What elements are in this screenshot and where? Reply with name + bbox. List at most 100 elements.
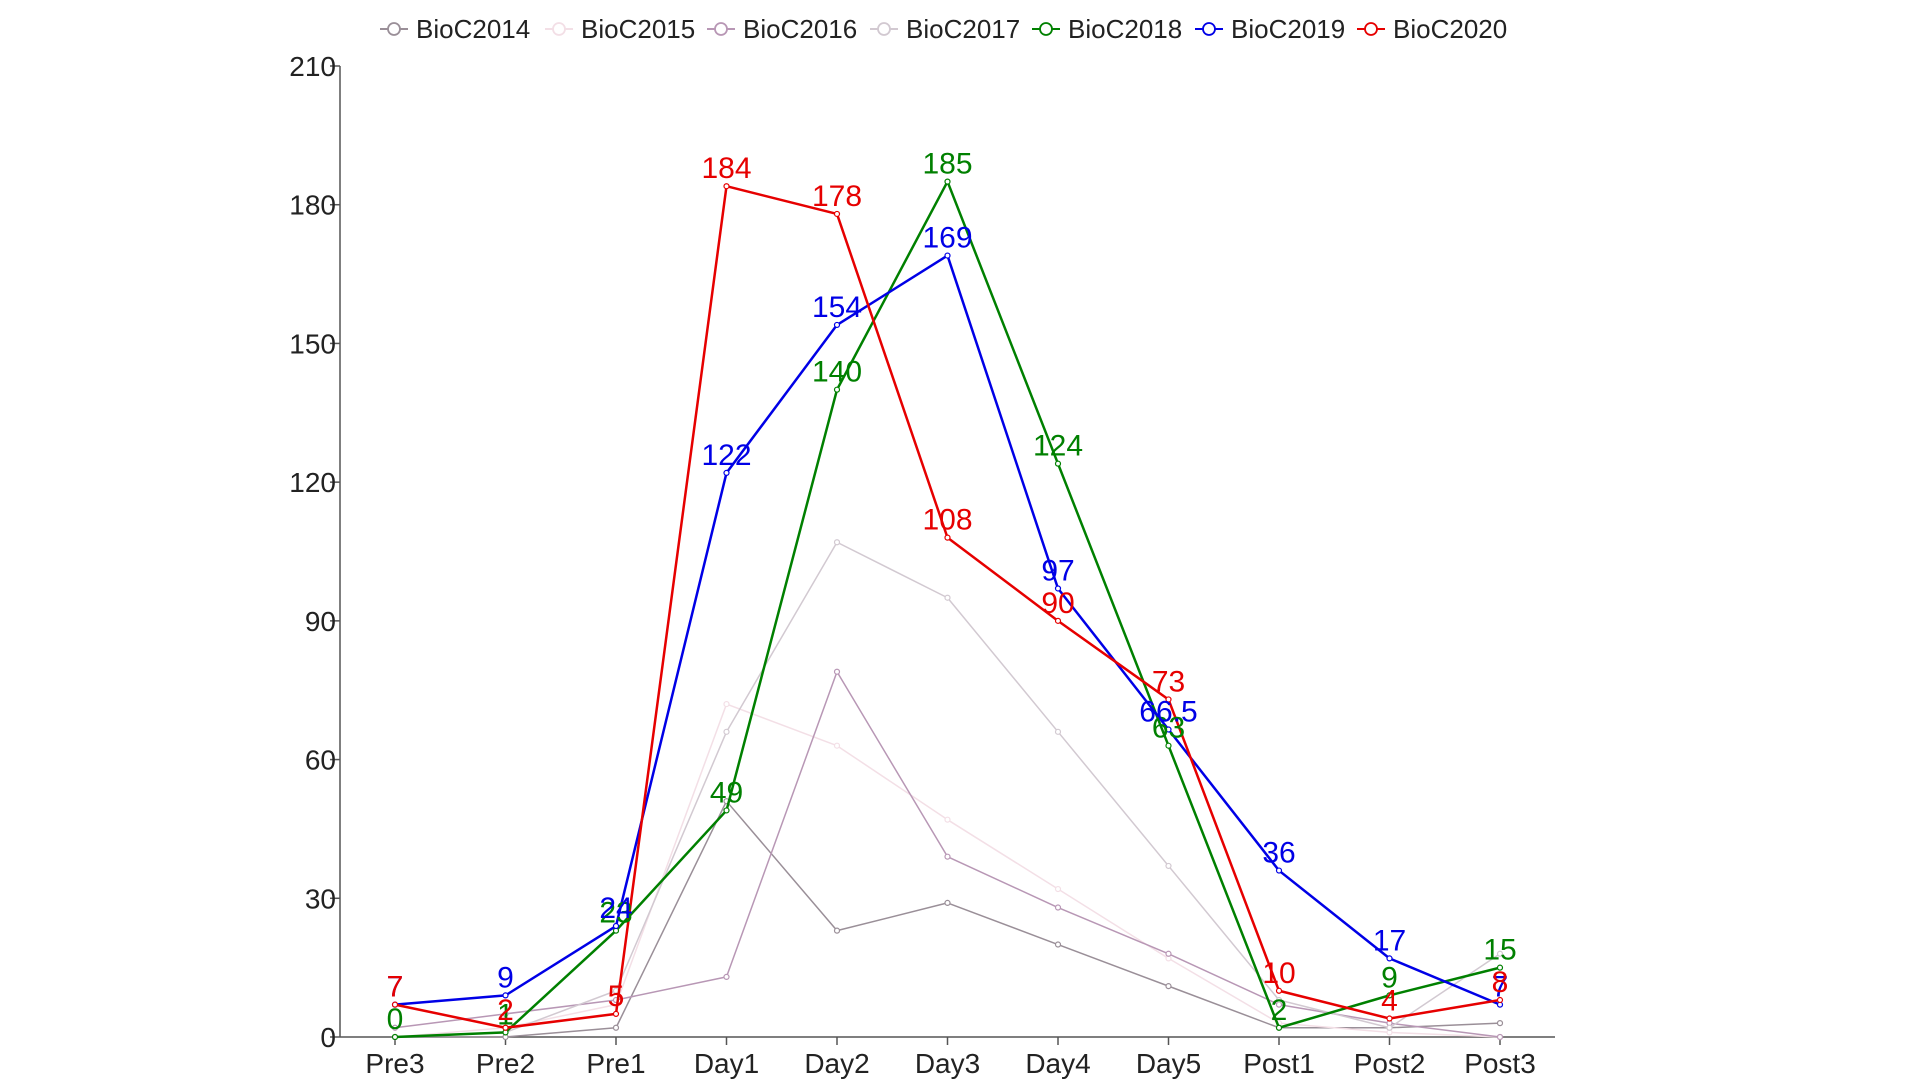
data-point xyxy=(1054,617,1062,624)
x-tick-label: Day2 xyxy=(804,1048,869,1079)
legend-item-bioc2018: BioC2018 xyxy=(1032,14,1182,44)
legend-marker-icon xyxy=(387,22,401,36)
series-layer xyxy=(391,178,1504,1041)
y-tick-label: 90 xyxy=(305,606,336,637)
data-point xyxy=(1054,460,1062,467)
data-label: 36 xyxy=(1262,837,1295,870)
x-tick-label: Post2 xyxy=(1354,1048,1426,1079)
data-point xyxy=(1275,1024,1283,1031)
data-label: 8 xyxy=(1492,966,1509,999)
legend-marker-icon xyxy=(714,22,728,36)
data-label: 23 xyxy=(599,897,632,930)
data-point xyxy=(1165,726,1172,733)
data-point xyxy=(1275,987,1283,994)
data-label: 184 xyxy=(701,152,751,185)
data-label: 178 xyxy=(812,180,862,213)
data-label: 2 xyxy=(1271,994,1288,1027)
y-tick-label: 30 xyxy=(305,883,336,914)
y-axis: 0 30 60 90 120 150 180 210 xyxy=(289,51,341,1053)
data-label: 140 xyxy=(812,356,862,389)
data-point xyxy=(723,700,730,708)
data-point xyxy=(833,927,841,934)
data-point xyxy=(944,816,951,823)
data-label: 4 xyxy=(1381,985,1398,1018)
y-tick-label: 180 xyxy=(289,190,336,221)
data-point xyxy=(833,742,841,749)
data-label: 7 xyxy=(387,971,404,1004)
data-label: 97 xyxy=(1041,554,1074,587)
data-point xyxy=(723,807,730,814)
legend-label: BioC2017 xyxy=(906,14,1020,44)
x-tick-label: Day3 xyxy=(915,1048,980,1079)
series-bioc2015 xyxy=(391,700,1504,1041)
data-point xyxy=(391,1024,399,1031)
data-point xyxy=(723,469,730,476)
legend-marker-icon xyxy=(1364,22,1378,36)
y-tick-label: 120 xyxy=(289,467,336,498)
legend-item-bioc2020: BioC2020 xyxy=(1357,14,1507,44)
data-point xyxy=(723,728,730,735)
data-label: 24 xyxy=(599,892,632,925)
legend: BioC2014 BioC2015 BioC2016 BioC2017 BioC2018… xyxy=(380,14,1507,44)
data-point xyxy=(391,1001,399,1008)
data-point xyxy=(1165,696,1172,703)
legend-marker-icon xyxy=(1202,22,1216,36)
legend-marker-icon xyxy=(877,22,891,36)
data-label: 7 xyxy=(387,971,404,1004)
data-point xyxy=(833,668,841,675)
legend-label: BioC2015 xyxy=(581,14,695,44)
data-label: 7 xyxy=(1492,971,1509,1004)
legend-item-bioc2019: BioC2019 xyxy=(1195,14,1345,44)
x-tick-label: Pre2 xyxy=(476,1048,535,1079)
legend-item-bioc2015: BioC2015 xyxy=(545,14,695,44)
data-point xyxy=(1386,1015,1393,1022)
data-label: 9 xyxy=(1381,961,1398,994)
data-label: 63 xyxy=(1152,712,1185,745)
legend-marker-icon xyxy=(552,22,566,36)
data-label: 169 xyxy=(922,222,972,255)
legend-label: BioC2018 xyxy=(1068,14,1182,44)
data-point xyxy=(944,594,951,601)
y-tick-label: 60 xyxy=(305,745,336,776)
data-label: 108 xyxy=(922,504,972,537)
x-tick-label: Post3 xyxy=(1464,1048,1536,1079)
data-point xyxy=(944,899,951,907)
data-label: 73 xyxy=(1152,665,1185,698)
data-point xyxy=(944,853,951,860)
data-point xyxy=(1165,950,1172,957)
data-point xyxy=(1386,992,1393,999)
data-point xyxy=(1386,1024,1393,1031)
series-line xyxy=(394,703,1501,1038)
legend-item-bioc2016: BioC2016 xyxy=(707,14,857,44)
series-bioc2020 xyxy=(391,183,1504,1031)
data-label: 2 xyxy=(497,994,514,1027)
data-label: 17 xyxy=(1373,924,1406,957)
data-point xyxy=(502,1010,509,1017)
y-tick-label: 150 xyxy=(289,328,336,359)
y-tick-label: 0 xyxy=(320,1022,336,1053)
data-point xyxy=(1054,904,1062,911)
data-point xyxy=(1496,964,1504,971)
series-line xyxy=(394,254,1501,1006)
data-point xyxy=(833,210,841,218)
legend-label: BioC2014 xyxy=(416,14,530,44)
data-point xyxy=(1054,585,1062,592)
legend-label: BioC2020 xyxy=(1393,14,1507,44)
data-point xyxy=(502,992,509,999)
x-axis: Pre3 Pre2 Pre1 Day1 Day2 Day3 Day4 Day5 Post1 Pos… xyxy=(340,1036,1555,1079)
data-point xyxy=(1496,950,1504,957)
data-label: 154 xyxy=(812,291,862,324)
data-label: 0 xyxy=(387,1003,404,1036)
legend-label: BioC2019 xyxy=(1231,14,1345,44)
data-point xyxy=(502,1024,509,1031)
data-point xyxy=(1054,885,1062,893)
data-point xyxy=(944,534,951,541)
x-tick-label: Post1 xyxy=(1243,1048,1315,1079)
x-tick-label: Pre3 xyxy=(365,1048,424,1079)
data-label: 122 xyxy=(701,439,751,472)
data-point xyxy=(723,973,730,980)
series-line xyxy=(395,800,1501,1038)
data-point xyxy=(1496,996,1504,1004)
legend-label: BioC2016 xyxy=(743,14,857,44)
